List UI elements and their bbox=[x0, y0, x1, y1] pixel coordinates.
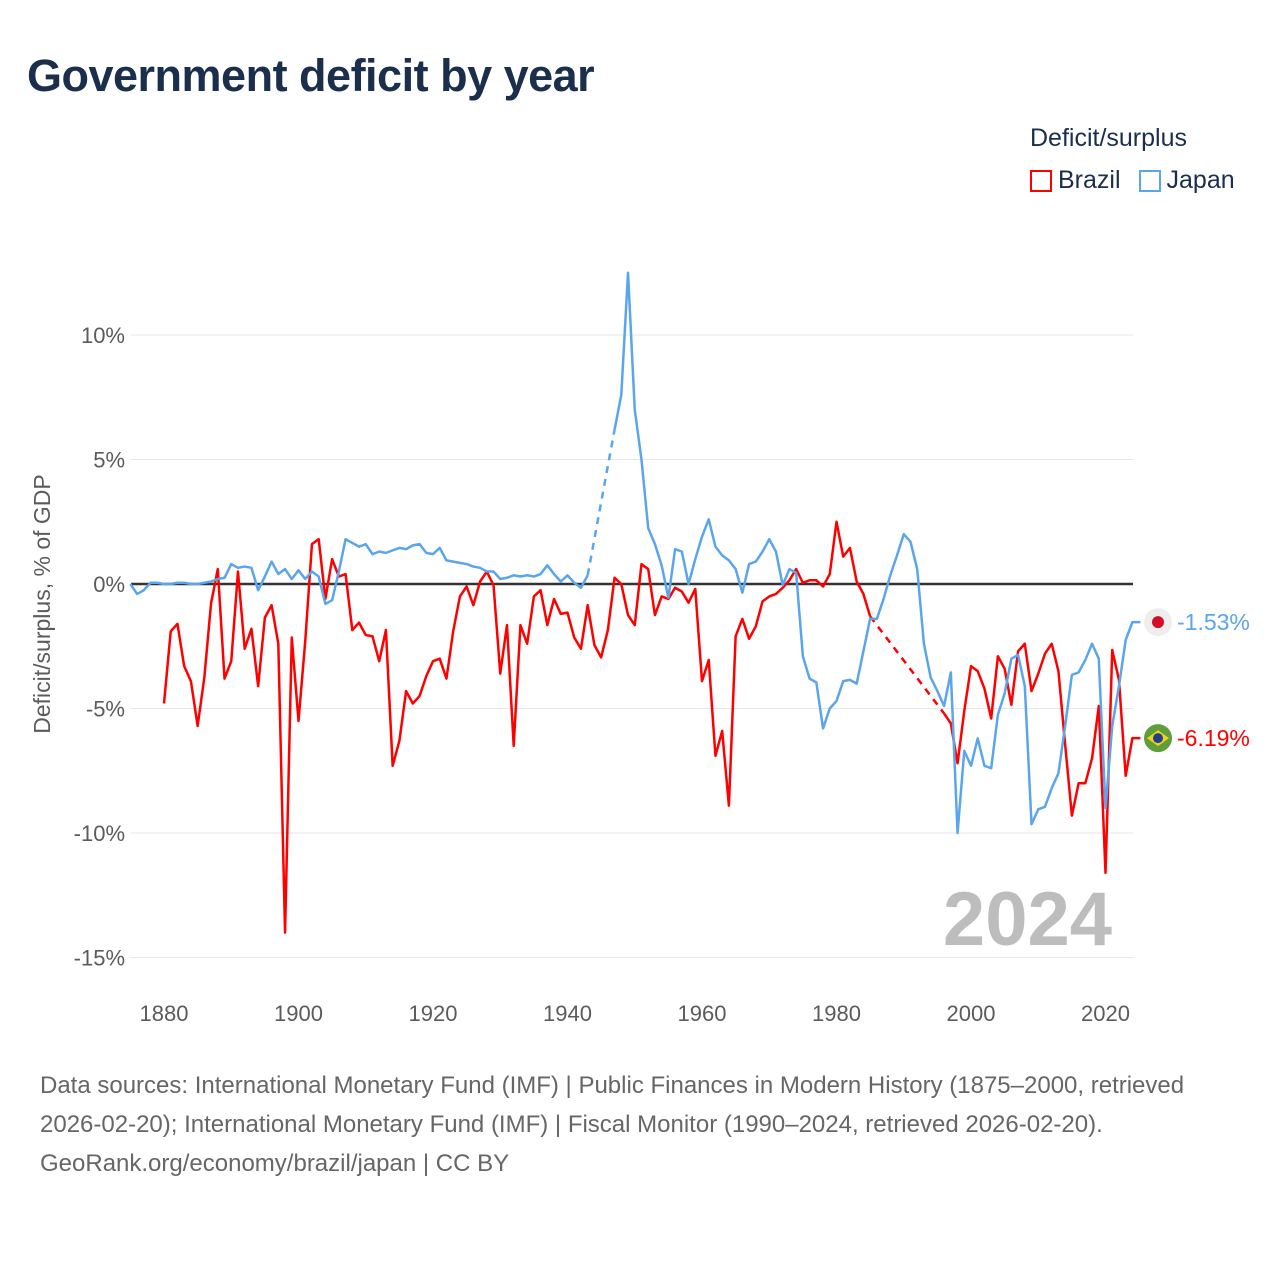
x-tick-label: 1900 bbox=[274, 1001, 323, 1026]
y-tick-label: 5% bbox=[93, 448, 125, 473]
y-tick-label: 0% bbox=[93, 572, 125, 597]
brazil-flag-icon bbox=[1144, 724, 1172, 753]
x-tick-label: 1880 bbox=[140, 1001, 189, 1026]
legend: Brazil Japan bbox=[1030, 166, 1235, 195]
end-value-label-japan: -1.53% bbox=[1177, 609, 1250, 635]
y-tick-label: -15% bbox=[74, 946, 125, 971]
credit-link[interactable]: GeoRank.org/economy/brazil/japan | CC BY bbox=[40, 1150, 510, 1177]
chart-title: Government deficit by year bbox=[27, 50, 595, 101]
series-gap-line-brazil bbox=[869, 615, 946, 715]
y-axis-label: Deficit/surplus, % of GDP bbox=[29, 474, 55, 733]
series-line-brazil bbox=[162, 520, 1141, 934]
x-tick-label: 2020 bbox=[1081, 1001, 1130, 1026]
x-tick-label: 2000 bbox=[947, 1001, 996, 1026]
legend-swatch-brazil bbox=[1030, 169, 1052, 192]
legend-item-brazil[interactable]: Brazil bbox=[1030, 166, 1121, 195]
y-tick-label: 10% bbox=[81, 323, 125, 348]
footer: Data sources: International Monetary Fun… bbox=[40, 1066, 1240, 1183]
x-tick-label: 1980 bbox=[812, 1001, 861, 1026]
x-tick-label: 1920 bbox=[409, 1001, 458, 1026]
legend-label-brazil: Brazil bbox=[1058, 166, 1121, 194]
legend-swatch-japan bbox=[1138, 169, 1161, 192]
series-line-japan bbox=[129, 271, 1141, 835]
legend-item-japan[interactable]: Japan bbox=[1138, 166, 1235, 195]
legend-label-japan: Japan bbox=[1166, 166, 1235, 194]
x-tick-label: 1940 bbox=[543, 1001, 592, 1026]
y-tick-label: -5% bbox=[86, 697, 125, 722]
series-gap-line-japan bbox=[586, 429, 616, 576]
japan-flag-icon bbox=[1144, 608, 1172, 637]
x-tick-label: 1960 bbox=[678, 1001, 727, 1026]
end-value-label-brazil: -6.19% bbox=[1177, 725, 1250, 751]
legend-title: Deficit/surplus bbox=[1030, 124, 1187, 152]
year-watermark: 2024 bbox=[943, 877, 1112, 962]
data-sources: Data sources: International Monetary Fun… bbox=[40, 1072, 1185, 1138]
y-tick-label: -10% bbox=[74, 821, 125, 846]
